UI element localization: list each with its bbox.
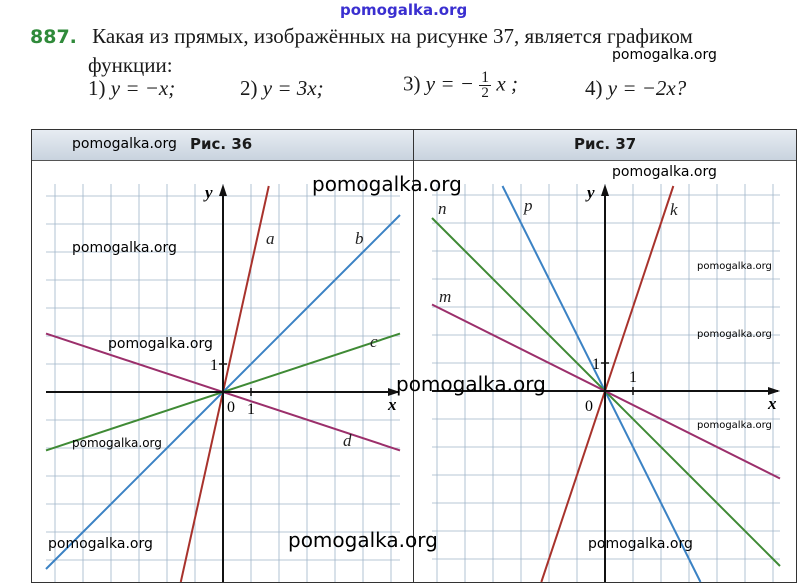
watermark-top[interactable]: pomogalka.org <box>340 1 468 19</box>
option-1: 1) y = −x; <box>88 76 175 101</box>
x-tick-label: 1 <box>629 369 637 386</box>
y-tick-label: 1 <box>210 357 218 374</box>
figure-36-title: Рис. 36 <box>190 135 253 153</box>
option-2-expr: y = 3x; <box>262 76 324 100</box>
option-2: 2) y = 3x; <box>240 76 324 101</box>
line-label-n: n <box>438 199 447 218</box>
x-axis-label: x <box>387 395 397 414</box>
watermark[interactable]: pomogalka.org <box>612 47 717 63</box>
graph-line-k <box>540 185 675 583</box>
watermark[interactable]: pomogalka.org <box>288 528 438 552</box>
watermark[interactable]: pomogalka.org <box>588 536 693 552</box>
option-2-num: 2) <box>240 76 258 100</box>
watermark[interactable]: pomogalka.org <box>697 420 772 431</box>
watermark[interactable]: pomogalka.org <box>312 172 462 196</box>
watermark[interactable]: pomogalka.org <box>396 372 546 396</box>
line-label-d: d <box>343 431 352 450</box>
watermark[interactable]: pomogalka.org <box>697 261 772 272</box>
option-1-expr: y = −x; <box>110 76 176 100</box>
problem-text-line1: Какая из прямых, изображённых на рисунке… <box>92 24 693 48</box>
figure-37-header: Рис. 37 <box>414 130 796 161</box>
watermark[interactable]: pomogalka.org <box>72 136 177 152</box>
option-3-rhs: x ; <box>496 71 518 96</box>
option-3: 3) y = − 1 2 x ; <box>403 70 518 101</box>
watermark[interactable]: pomogalka.org <box>697 329 772 340</box>
line-label-b: b <box>355 229 364 248</box>
option-4-num: 4) <box>585 76 603 100</box>
origin-label: 0 <box>227 399 235 416</box>
line-label-k: k <box>670 200 678 219</box>
problem-text-line2: функции: <box>88 53 173 77</box>
fraction-numerator: 1 <box>479 69 492 86</box>
watermark[interactable]: pomogalka.org <box>48 536 153 552</box>
watermark[interactable]: pomogalka.org <box>72 436 162 450</box>
line-label-c: c <box>370 332 378 351</box>
line-label-a: a <box>266 229 275 248</box>
y-axis-label: y <box>203 183 213 202</box>
watermark[interactable]: pomogalka.org <box>72 240 177 256</box>
fraction-denominator: 2 <box>481 85 489 101</box>
y-tick-label: 1 <box>592 356 600 373</box>
option-4: 4) y = −2x? <box>585 76 686 101</box>
y-axis-arrow <box>601 184 609 196</box>
line-label-m: m <box>439 287 451 306</box>
problem-statement: 887. Какая из прямых, изображённых на ри… <box>30 22 693 79</box>
figure-36-header: Рис. 36 <box>32 130 413 161</box>
x-tick-label: 1 <box>247 401 255 418</box>
y-axis-label: y <box>585 183 595 202</box>
option-3-fraction: 1 2 <box>479 69 492 101</box>
option-3-lhs: y = − <box>425 71 474 96</box>
watermark[interactable]: pomogalka.org <box>612 164 717 180</box>
x-axis-arrow <box>768 387 780 395</box>
figure-37-graph: k p n m x y 0 1 1 <box>431 183 781 583</box>
x-axis-label: x <box>767 394 777 413</box>
option-3-num: 3) <box>403 71 421 96</box>
figure-37: Рис. 37 k p n m x y 0 1 1 <box>413 129 797 583</box>
figure-37-title: Рис. 37 <box>574 135 637 153</box>
watermark[interactable]: pomogalka.org <box>108 336 213 352</box>
origin-label: 0 <box>585 398 593 415</box>
graph-line-a <box>179 185 270 583</box>
option-4-expr: y = −2x? <box>607 76 687 100</box>
graph-line-p <box>501 185 702 583</box>
problem-number: 887. <box>30 26 77 48</box>
y-axis-arrow <box>219 184 227 196</box>
option-1-num: 1) <box>88 76 106 100</box>
x-axis-arrow <box>388 388 400 396</box>
line-label-p: p <box>523 196 533 215</box>
